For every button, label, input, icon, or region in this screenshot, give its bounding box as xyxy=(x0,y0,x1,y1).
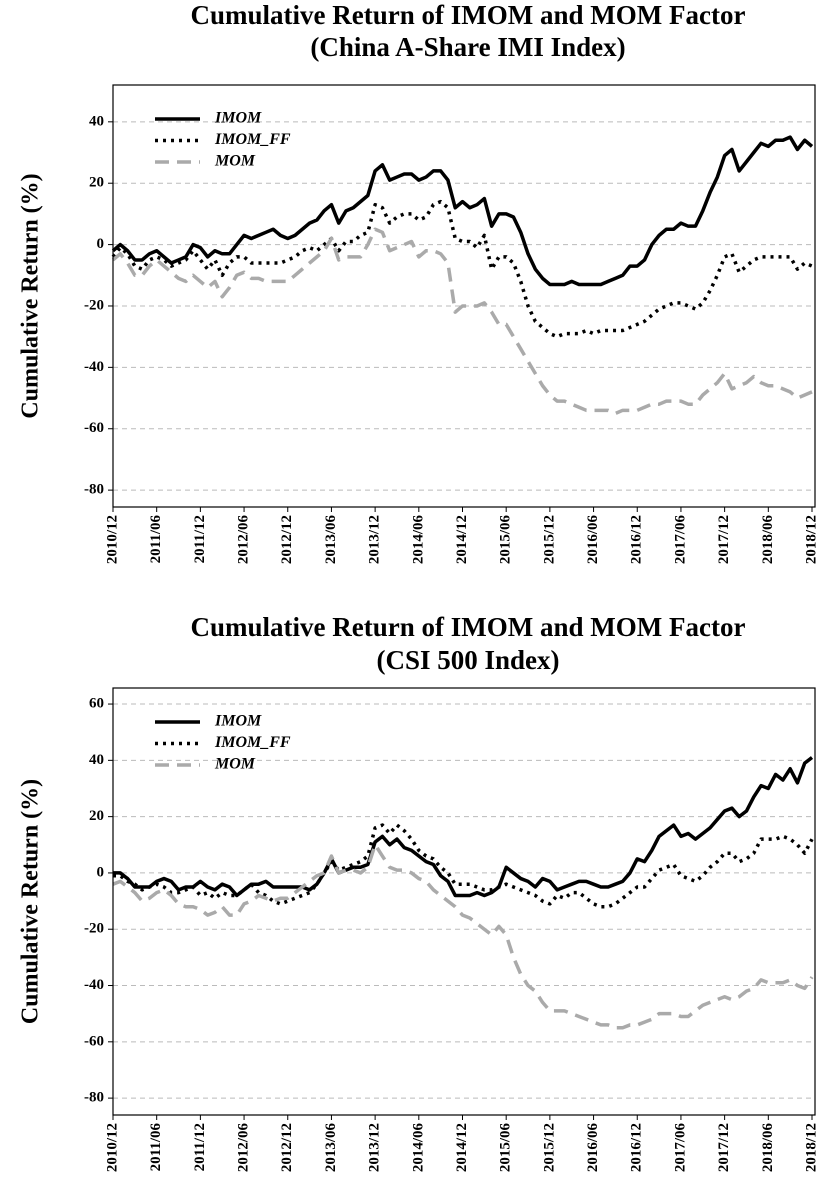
x-tick-label: 2016/06 xyxy=(585,1123,601,1173)
y-tick-label: 0 xyxy=(97,236,105,252)
y-tick-label: 0 xyxy=(97,864,105,880)
x-tick-label: 2014/06 xyxy=(410,1123,426,1173)
y-tick-label: -60 xyxy=(84,1033,104,1049)
x-tick-label: 2018/12 xyxy=(803,515,819,564)
x-tick-label: 2017/06 xyxy=(672,515,688,565)
x-tick-label: 2010/12 xyxy=(104,515,120,564)
chart: Cumulative Return of IMOM and MOM Factor… xyxy=(18,612,820,1172)
x-tick-label: 2016/12 xyxy=(629,1123,645,1172)
series-line xyxy=(113,756,814,898)
x-tick-label: 2018/06 xyxy=(760,1123,776,1173)
x-tick-label: 2012/12 xyxy=(279,515,295,564)
plot-frame xyxy=(112,84,816,508)
x-tick-label: 2013/12 xyxy=(367,515,383,564)
x-tick-label: 2017/12 xyxy=(716,1123,732,1172)
y-tick-label: -20 xyxy=(84,297,104,313)
y-tick-label: 60 xyxy=(89,695,104,711)
x-tick-label: 2018/12 xyxy=(803,1123,819,1172)
x-tick-label: 2013/06 xyxy=(323,515,339,565)
chart-title: Cumulative Return of IMOM and MOM Factor xyxy=(191,0,746,30)
chart-subtitle: (China A-Share IMI Index) xyxy=(310,32,625,62)
y-tick-label: 40 xyxy=(89,752,104,768)
y-tick-label: 40 xyxy=(89,113,104,129)
y-axis-label: Cumulative Return (%) xyxy=(18,779,44,1024)
y-axis-label: Cumulative Return (%) xyxy=(18,173,44,418)
x-tick-label: 2016/06 xyxy=(585,515,601,565)
y-tick-label: -60 xyxy=(84,420,104,436)
legend-label: IMOM xyxy=(214,713,262,730)
y-tick-label: 20 xyxy=(89,808,104,824)
x-tick-label: 2015/12 xyxy=(541,1123,557,1172)
legend-label: MOM xyxy=(214,153,256,170)
y-tick-label: -40 xyxy=(84,977,104,993)
x-tick-label: 2011/06 xyxy=(148,515,164,564)
y-tick-label: -40 xyxy=(84,359,104,375)
x-tick-label: 2011/12 xyxy=(192,1123,208,1171)
x-tick-label: 2011/06 xyxy=(148,1123,164,1172)
y-tick-label: -80 xyxy=(84,1090,104,1106)
series-line xyxy=(111,199,813,339)
x-tick-label: 2015/06 xyxy=(498,1123,514,1173)
x-tick-label: 2012/12 xyxy=(279,1123,295,1172)
legend-label: IMOM_FF xyxy=(214,131,291,148)
series-line xyxy=(112,843,814,1030)
x-tick-label: 2014/06 xyxy=(410,515,426,565)
x-tick-label: 2016/12 xyxy=(629,515,645,564)
x-tick-label: 2015/12 xyxy=(541,515,557,564)
x-tick-label: 2013/06 xyxy=(323,1123,339,1173)
x-tick-label: 2015/06 xyxy=(498,515,514,565)
chart-subtitle: (CSI 500 Index) xyxy=(376,645,559,675)
y-tick-label: 20 xyxy=(89,175,104,191)
x-tick-label: 2013/12 xyxy=(367,1123,383,1172)
legend-label: IMOM_FF xyxy=(214,734,291,751)
chart-title: Cumulative Return of IMOM and MOM Factor xyxy=(191,612,746,642)
chart: Cumulative Return of IMOM and MOM Factor… xyxy=(18,0,820,564)
legend-label: IMOM xyxy=(214,110,262,127)
x-tick-label: 2012/06 xyxy=(236,515,252,565)
x-tick-label: 2014/12 xyxy=(454,1123,470,1172)
x-tick-label: 2018/06 xyxy=(760,515,776,565)
x-tick-label: 2014/12 xyxy=(454,515,470,564)
series-line xyxy=(111,227,813,416)
series-line xyxy=(111,135,814,287)
y-tick-label: -20 xyxy=(84,921,104,937)
legend-label: MOM xyxy=(214,756,256,773)
y-tick-label: -80 xyxy=(84,482,104,498)
plot-frame xyxy=(112,687,816,1116)
x-tick-label: 2011/12 xyxy=(192,515,208,563)
x-tick-label: 2012/06 xyxy=(236,1123,252,1173)
x-tick-label: 2017/06 xyxy=(672,1123,688,1173)
x-tick-label: 2017/12 xyxy=(716,515,732,564)
x-tick-label: 2010/12 xyxy=(104,1123,120,1172)
